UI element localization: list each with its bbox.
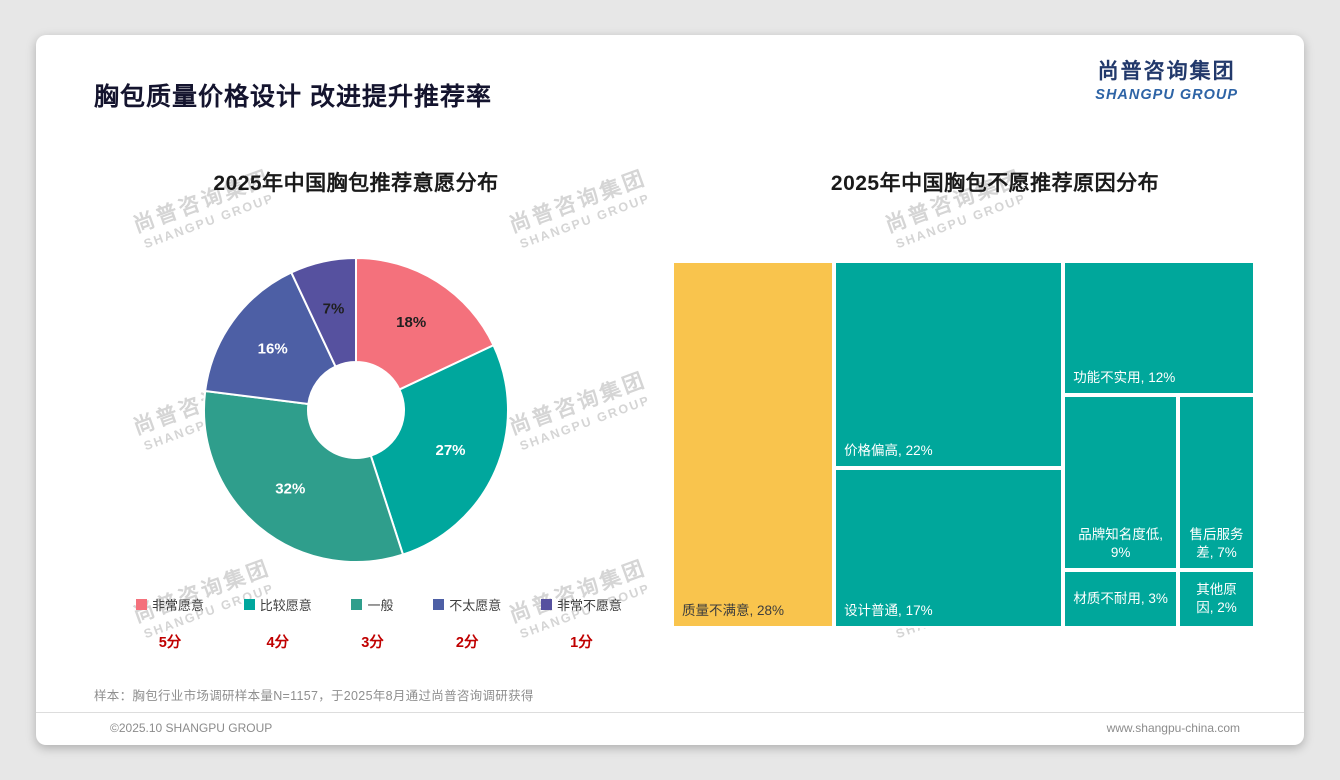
donut-legend: 非常愿意 5分 比较愿意 4分 一般 3分 不太愿意 2分 非常不愿意 1分 — [136, 595, 622, 652]
treemap-cell-label: 售后服务差, 7% — [1189, 526, 1244, 560]
logo-chinese-text: 尚普咨询集团 — [1097, 60, 1236, 83]
treemap-cell-品牌知名度低: 品牌知名度低, 9% — [1063, 394, 1179, 570]
treemap-cell-材质不耐用: 材质不耐用, 3% — [1063, 570, 1179, 628]
treemap-cell-label: 品牌知名度低, 9% — [1078, 526, 1163, 560]
treemap-chart: 质量不满意, 28% 价格偏高, 22% 设计普通, 17% 功能不实用, 12% 品牌… — [672, 261, 1255, 628]
legend-item: 非常不愿意 1分 — [540, 595, 622, 652]
legend-swatch — [540, 599, 552, 610]
score-label: 5分 — [158, 635, 182, 651]
sample-note: 样本：胸包行业市场调研样本量N=1157，于2025年8月通过尚普咨询调研获得 — [94, 689, 534, 703]
pie-slice-2 — [369, 344, 509, 556]
treemap-chart-title: 2025年中国胸包不愿推荐原因分布 — [830, 172, 1160, 195]
company-logo: 尚普咨询集团 SHANGPU GROUP — [1095, 55, 1238, 103]
treemap-cell-label: 材质不耐用, 3% — [1073, 590, 1168, 606]
treemap-cell-售后服务差: 售后服务差, 7% — [1178, 394, 1255, 570]
donut-chart: 18% 27% 32% 16% 7% — [203, 257, 509, 563]
treemap-cell-其他原因: 其他原因, 2% — [1178, 570, 1255, 628]
score-label: 3分 — [361, 635, 384, 651]
slide-card: 尚普咨询集团 SHANGPU GROUP 尚普咨询集团 SHANGPU GROUP 尚普… — [36, 35, 1304, 745]
donut-chart-title: 2025年中国胸包推荐意愿分布 — [213, 172, 499, 195]
treemap-cell-label: 功能不实用, 12% — [1073, 369, 1176, 385]
treemap-cell-价格偏高: 价格偏高, 22% — [834, 261, 1064, 468]
legend-item: 比较愿意 4分 — [243, 595, 312, 652]
legend-item: 非常愿意 5分 — [136, 595, 204, 652]
page-title: 胸包质量价格设计 改进提升推荐率 — [94, 83, 492, 111]
treemap-cell-label: 其他原因, 2% — [1196, 581, 1237, 615]
legend-swatch — [136, 599, 147, 610]
legend-item: 一般 3分 — [351, 595, 393, 652]
treemap-cell-label: 质量不满意, 28% — [682, 602, 785, 618]
pie-slice-4 — [204, 271, 337, 405]
treemap-cell-功能不实用: 功能不实用, 12% — [1063, 261, 1255, 395]
website-url: www.shangpu-china.com — [1106, 721, 1240, 735]
pie-slice-1 — [355, 257, 495, 391]
pie-slice-label: 16% — [258, 340, 288, 357]
copyright-text: ©2025.10 SHANGPU GROUP — [110, 721, 273, 735]
treemap-cell-label: 设计普通, 17% — [844, 602, 933, 618]
legend-swatch — [433, 599, 445, 610]
pie-slice-label: 32% — [275, 480, 305, 497]
score-label: 4分 — [266, 635, 290, 651]
pie-slice-label: 27% — [435, 442, 465, 459]
pie-slice-label: 18% — [396, 314, 426, 331]
legend-label: 非常愿意 — [152, 598, 205, 613]
logo-english-text: SHANGPU GROUP — [1095, 87, 1238, 103]
footer-divider — [36, 712, 1304, 713]
treemap-cell-设计普通: 设计普通, 17% — [834, 467, 1064, 628]
legend-label: 不太愿意 — [449, 598, 502, 613]
pie-slice-3 — [203, 389, 404, 563]
legend-label: 非常不愿意 — [556, 598, 622, 613]
score-label: 2分 — [455, 635, 479, 651]
pie-slice-5 — [290, 257, 357, 368]
legend-swatch — [351, 599, 363, 610]
legend-item: 不太愿意 2分 — [433, 595, 501, 652]
legend-label: 比较愿意 — [259, 598, 312, 613]
legend-label: 一般 — [367, 598, 394, 613]
legend-swatch — [243, 599, 255, 610]
score-label: 1分 — [570, 635, 593, 651]
treemap-cell-质量不满意: 质量不满意, 28% — [672, 261, 835, 628]
treemap-cell-label: 价格偏高, 22% — [844, 442, 933, 458]
pie-slice-label: 7% — [323, 300, 345, 317]
